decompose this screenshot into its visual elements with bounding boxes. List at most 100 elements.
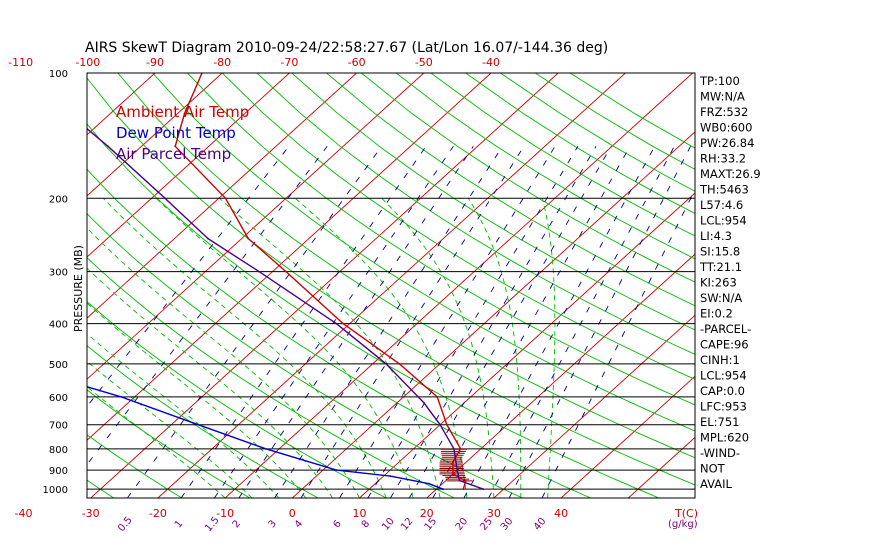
series-point-ambient [445, 423, 448, 426]
mixing-ratio-line [367, 146, 579, 498]
mixing-ratio-line [541, 188, 695, 498]
mixing-ratio-tick-label: 40 [532, 516, 549, 533]
top-temperature-tick-label: -90 [146, 56, 164, 69]
series-point-ambient [464, 480, 467, 482]
series-point-parcel [423, 401, 425, 404]
series-point-ambient [224, 197, 227, 200]
pressure-tick-label: 200 [49, 194, 68, 205]
moist-adiabat-line [294, 197, 468, 498]
series-point-ambient [436, 396, 439, 398]
series-point-ambient [452, 473, 454, 475]
isotherm-line [291, 131, 695, 498]
stability-index: LI:4.3 [700, 229, 732, 243]
series-point-parcel [439, 423, 441, 426]
moist-adiabat-line [155, 197, 414, 498]
series-point-ambient [342, 322, 344, 325]
series-point-dewpoint [67, 145, 69, 147]
moist-adiabat-line [219, 197, 441, 498]
isotherm-line [157, 73, 626, 498]
stability-index: LFC:953 [700, 400, 747, 414]
dry-adiabat-line [117, 73, 695, 459]
stability-index: CAP:0.0 [700, 384, 745, 398]
isotherm-line [0, 73, 21, 498]
isotherm-line [90, 73, 559, 498]
mixing-ratio-line [87, 146, 328, 466]
stability-index: SI:15.8 [700, 245, 740, 259]
series-point-parcel [107, 145, 109, 148]
series-point-dewpoint [197, 423, 200, 426]
stability-index: LCL:954 [700, 369, 747, 383]
isotherm-line [359, 192, 695, 498]
legend: Ambient Air Temp Dew Point Temp Air Parc… [116, 103, 249, 163]
isotherm-line [87, 73, 492, 441]
dry-adiabat-grid [87, 73, 695, 498]
pressure-tick-label: 900 [49, 466, 68, 477]
dry-adiabat-line [87, 168, 591, 498]
mixing-ratio-grid [87, 146, 695, 498]
stability-index: EI:0.2 [700, 307, 733, 321]
pressure-tick-label: 300 [49, 268, 68, 279]
y-axis-label: PRESSURE (MB) [72, 245, 85, 332]
bottom-temperature-tick-label: -20 [149, 507, 167, 520]
pressure-axis: 100 200 300 400 500 600 700 800 900 1000 [43, 69, 68, 496]
dry-adiabat-line [395, 73, 695, 260]
stability-index: CAPE:96 [700, 338, 749, 352]
stability-index: TP:100 [699, 74, 740, 88]
mixing-ratio-tick-label: 4 [293, 518, 306, 530]
stability-index: EL:751 [700, 415, 740, 429]
mixing-ratio-line [488, 146, 675, 498]
bottom-temperature-tick-label: -10 [216, 507, 234, 520]
bottom-temperature-tick-label: -40 [15, 507, 33, 520]
mixing-ratio-line [432, 146, 631, 498]
mixing-ratio-line [463, 146, 656, 498]
series-point-parcel [482, 488, 485, 491]
stability-index: PW:26.84 [700, 136, 754, 150]
dry-adiabat-line [256, 73, 695, 355]
moist-adiabat-line [87, 302, 307, 498]
mixing-ratio-line [300, 146, 525, 498]
mixing-ratio-tick-label: 12 [399, 516, 416, 533]
moist-adiabat-line [87, 227, 360, 498]
mixing-ratio-line [127, 146, 383, 498]
top-temperature-tick-label: -40 [482, 56, 500, 69]
series-point-dewpoint [120, 396, 123, 398]
stability-index: AVAIL [700, 477, 733, 491]
series-point-parcel [453, 447, 455, 450]
dry-adiabat-line [361, 73, 695, 283]
pressure-tick-label: 400 [49, 320, 68, 331]
mixing-ratio-tick-label: 1 [173, 518, 186, 530]
pressure-tick-label: 800 [49, 445, 68, 456]
dry-adiabat-line [87, 123, 659, 498]
chart-title: AIRS SkewT Diagram 2010-09-24/22:58:27.6… [85, 40, 608, 56]
dry-adiabat-line [187, 73, 695, 406]
temperature-unit-label: T(C) [674, 507, 698, 520]
dry-adiabat-line [87, 389, 251, 498]
dry-adiabat-line [221, 73, 695, 380]
isotherm-line [87, 73, 223, 197]
bottom-temperature-tick-label: 0 [289, 507, 296, 520]
dry-adiabat-line [87, 257, 455, 498]
stability-index: SW:N/A [700, 291, 742, 305]
stability-index: KI:263 [700, 276, 737, 290]
series-point-dewpoint [389, 475, 392, 477]
mixing-ratio-axis: 0.5 1 1.5 2 3 4 6 8 10 12 15 20 25 30 40 [116, 515, 548, 534]
stability-index: CINH:1 [700, 353, 740, 367]
pressure-tick-label: 500 [49, 360, 68, 371]
series-point-ambient [398, 363, 401, 365]
series-point-parcel [258, 270, 260, 273]
series-point-ambient [247, 237, 250, 240]
series-point-dewpoint [84, 105, 86, 107]
mixing-ratio-tick-label: 2 [231, 518, 244, 530]
series-point-dewpoint [43, 197, 45, 199]
series-point-dewpoint [9, 363, 11, 365]
series-point-ambient [462, 488, 465, 491]
moist-adiabat-line [541, 198, 556, 498]
series-point-ambient [452, 461, 454, 463]
series-point-ambient [174, 145, 177, 148]
pressure-tick-label: 100 [49, 69, 68, 80]
stability-index: TH:5463 [699, 183, 749, 197]
top-temperature-tick-label: -60 [348, 56, 366, 69]
stability-index: -PARCEL- [700, 322, 751, 336]
mixing-ratio-tick-label: 0.5 [116, 515, 135, 534]
